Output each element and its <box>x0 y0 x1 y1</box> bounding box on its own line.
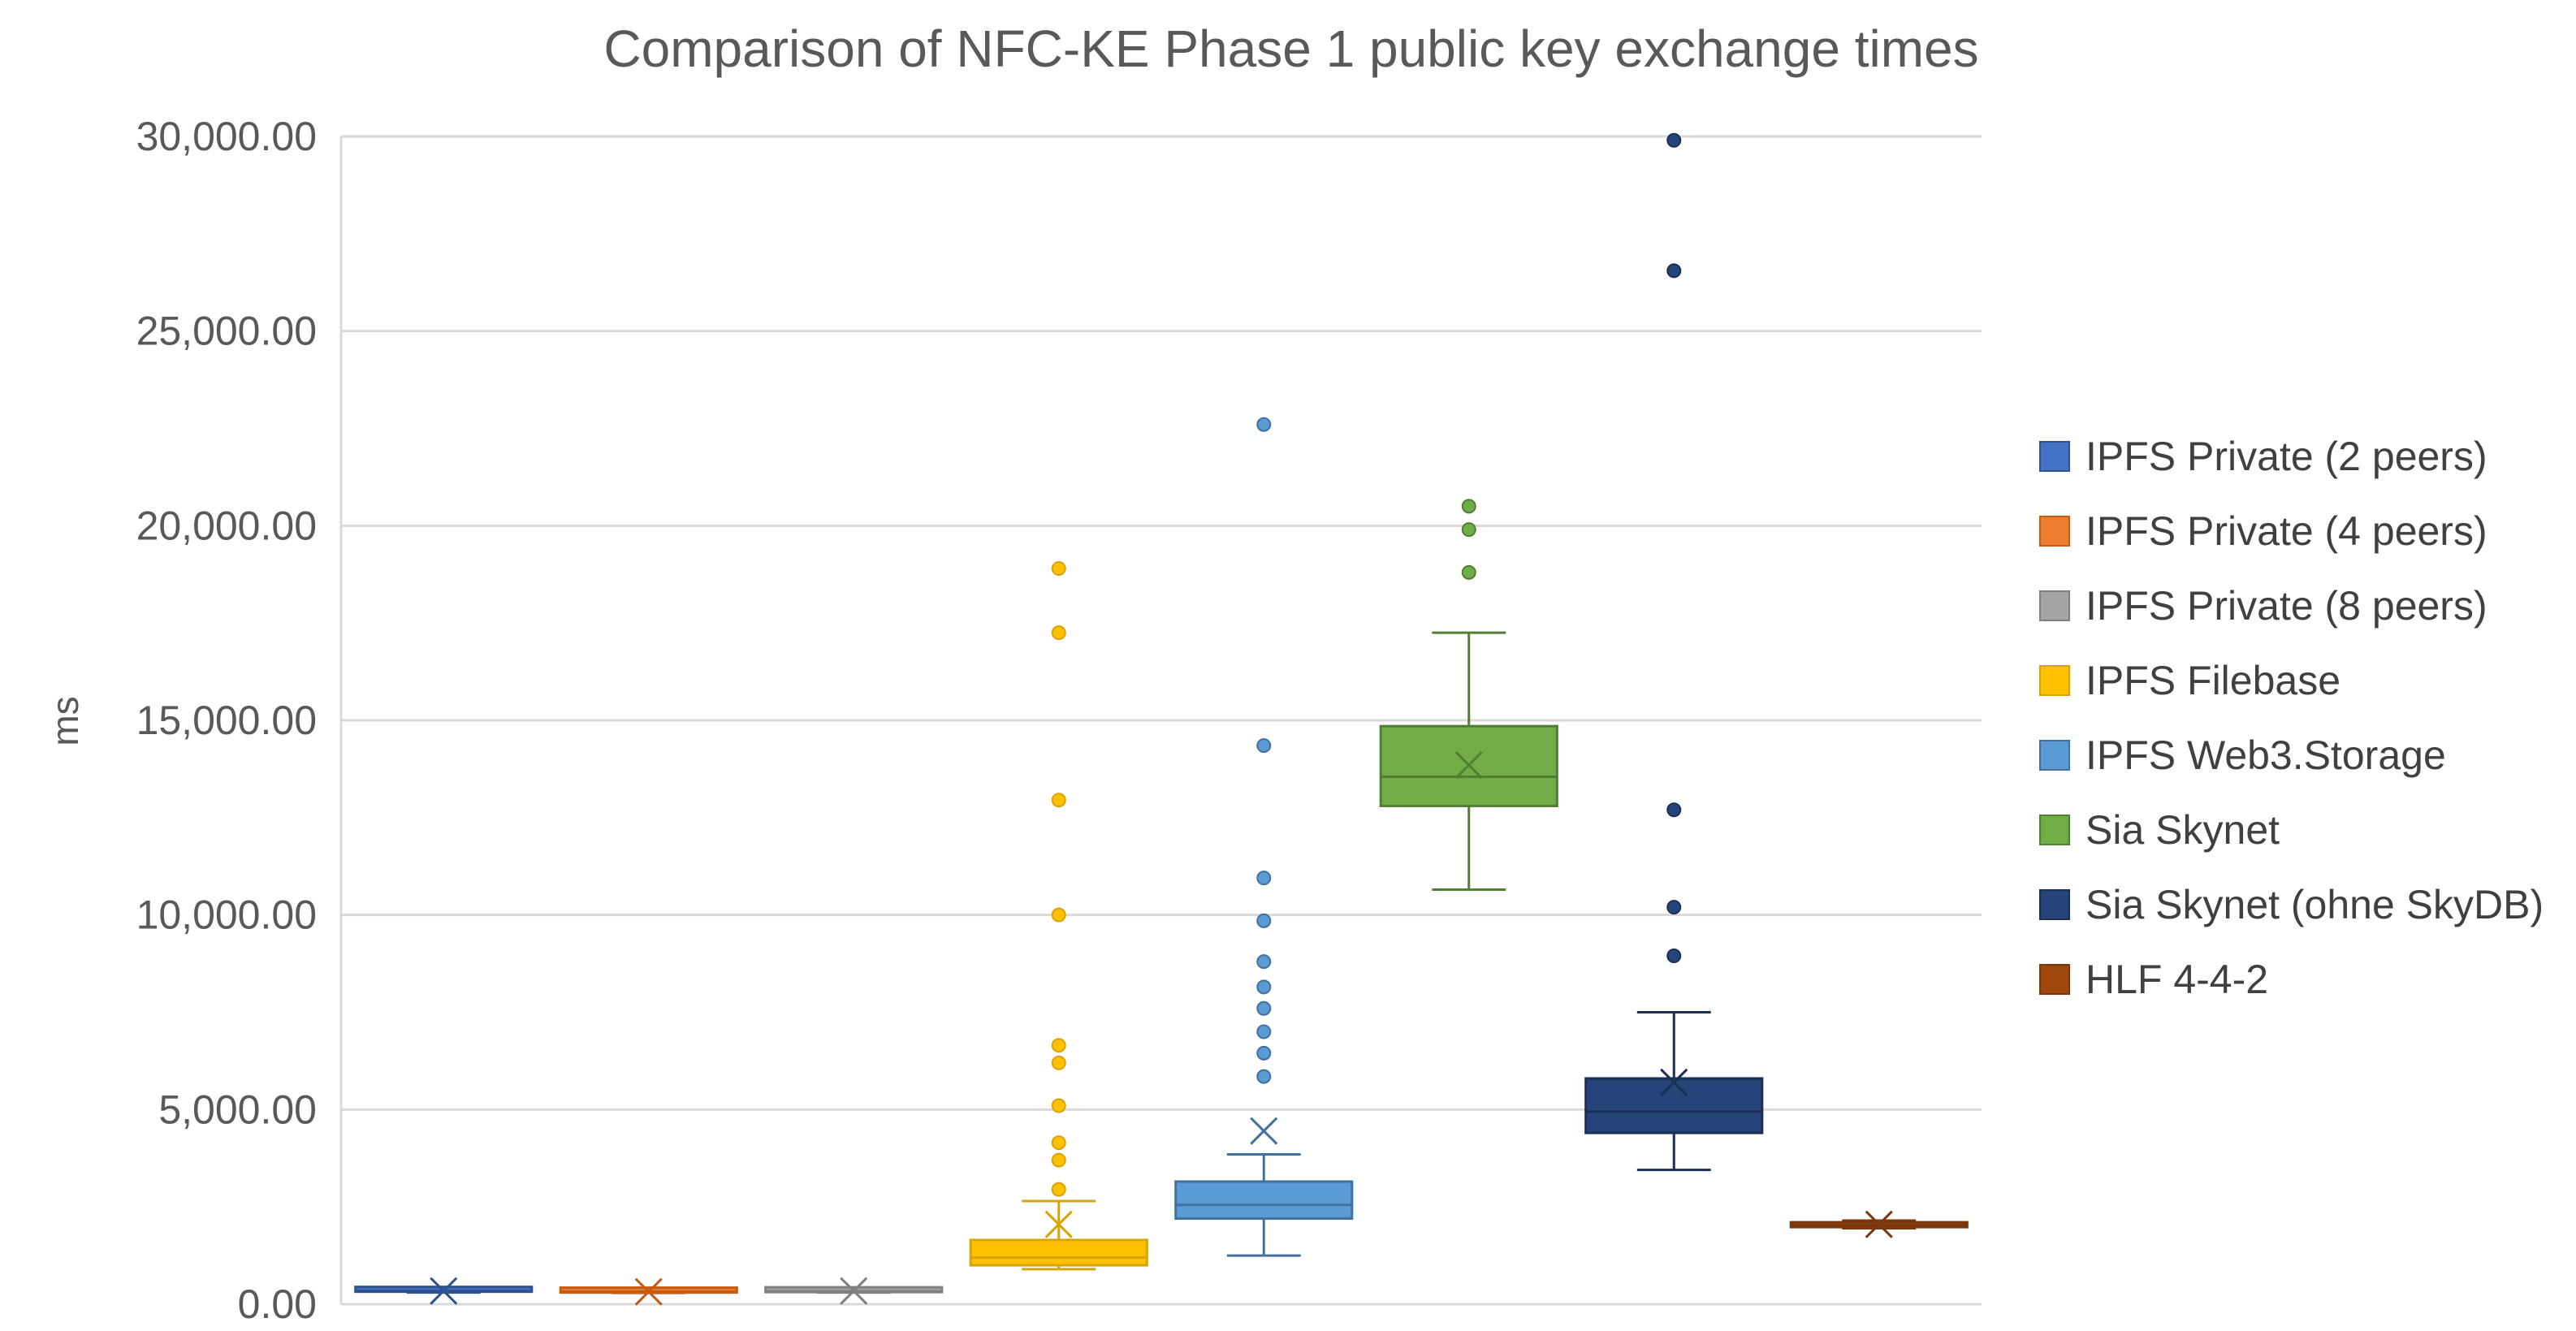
box <box>1584 1077 1764 1134</box>
box-plot-7 <box>1584 132 1764 1172</box>
mean-marker <box>634 1277 663 1306</box>
mean-marker <box>1865 1210 1893 1238</box>
box-plot-3 <box>764 1277 944 1305</box>
y-tick-label: 30,000.00 <box>136 114 317 159</box>
box-plot-2 <box>559 1277 738 1306</box>
mean-marker <box>1660 1068 1688 1096</box>
y-tick-label: 25,000.00 <box>136 309 317 354</box>
legend-swatch <box>2039 516 2070 547</box>
outlier-point <box>1051 1152 1066 1168</box>
chart-title: Comparison of NFC-KE Phase 1 public key … <box>603 19 1978 78</box>
outlier-point <box>1256 979 1272 995</box>
outlier-point <box>1256 417 1272 432</box>
legend-label: Sia Skynet <box>2085 807 2280 853</box>
outlier-point <box>1461 564 1476 580</box>
outlier-point <box>1051 625 1066 641</box>
outlier-point <box>1051 1098 1066 1113</box>
legend-item-7: Sia Skynet (ohne SkyDB) <box>2039 882 2544 927</box>
box <box>1174 1180 1354 1221</box>
outlier-point <box>1666 900 1682 915</box>
legend-label: IPFS Web3.Storage <box>2085 732 2446 778</box>
outlier-point <box>1051 907 1066 923</box>
legend-label: HLF 4-4-2 <box>2085 957 2268 1002</box>
y-tick-label: 20,000.00 <box>136 503 317 548</box>
outlier-point <box>1256 1069 1272 1084</box>
box-plot-5 <box>1174 417 1354 1257</box>
gridlines <box>339 135 1982 1306</box>
outlier-point <box>1256 1024 1272 1039</box>
outlier-point <box>1256 954 1272 970</box>
outlier-point <box>1666 802 1682 818</box>
y-tick-label: 10,000.00 <box>136 892 317 938</box>
box-plot-4 <box>969 561 1148 1271</box>
legend-swatch <box>2039 590 2070 621</box>
outlier-point <box>1051 1038 1066 1053</box>
box <box>969 1238 1148 1267</box>
outlier-point <box>1256 1000 1272 1016</box>
outlier-point <box>1051 793 1066 808</box>
outlier-point <box>1051 561 1066 577</box>
box-plot-6 <box>1379 499 1558 892</box>
legend-label: Sia Skynet (ohne SkyDB) <box>2085 882 2544 927</box>
legend-item-1: IPFS Private (2 peers) <box>2039 434 2487 479</box>
y-tick-label: 0.00 <box>238 1281 317 1327</box>
legend-label: IPFS Private (2 peers) <box>2085 434 2487 479</box>
outlier-point <box>1666 948 1682 963</box>
box-plot-1 <box>354 1277 534 1305</box>
outlier-point <box>1666 132 1682 148</box>
legend-swatch <box>2039 815 2070 845</box>
y-axis-title: ms <box>44 696 86 745</box>
outlier-point <box>1051 1055 1066 1070</box>
legend-swatch <box>2039 665 2070 696</box>
mean-marker <box>840 1277 868 1305</box>
legend-item-5: IPFS Web3.Storage <box>2039 732 2446 778</box>
box-plot-8 <box>1789 1210 1969 1238</box>
legend-item-3: IPFS Private (8 peers) <box>2039 583 2487 629</box>
legend-label: IPFS Filebase <box>2085 658 2340 703</box>
outlier-point <box>1256 738 1272 754</box>
y-tick-label: 5,000.00 <box>158 1087 317 1132</box>
mean-marker <box>430 1277 458 1305</box>
legend-label: IPFS Private (8 peers) <box>2085 583 2487 629</box>
outlier-point <box>1051 1135 1066 1151</box>
legend-item-8: HLF 4-4-2 <box>2039 957 2268 1002</box>
outlier-point <box>1461 499 1476 514</box>
outlier-point <box>1666 263 1682 279</box>
legend-swatch <box>2039 964 2070 995</box>
legend-item-2: IPFS Private (4 peers) <box>2039 508 2487 554</box>
mean-marker <box>1454 751 1483 780</box>
y-axis-tick-labels: 0.00 5,000.00 10,000.00 15,000.00 20,000.00 2… <box>136 114 317 1327</box>
legend-label: IPFS Private (4 peers) <box>2085 508 2487 554</box>
outlier-point <box>1051 1182 1066 1197</box>
box-plots <box>354 132 1969 1306</box>
legend: IPFS Private (2 peers) IPFS Private (4 pe… <box>2039 434 2544 1002</box>
legend-swatch <box>2039 740 2070 771</box>
legend-swatch <box>2039 889 2070 920</box>
legend-item-4: IPFS Filebase <box>2039 658 2340 703</box>
outlier-point <box>1256 871 1272 886</box>
legend-item-6: Sia Skynet <box>2039 807 2280 853</box>
mean-marker <box>1044 1210 1073 1238</box>
mean-marker <box>1250 1117 1278 1145</box>
outlier-point <box>1461 522 1476 538</box>
outlier-point <box>1256 1045 1272 1061</box>
y-tick-label: 15,000.00 <box>136 698 317 743</box>
outlier-point <box>1256 913 1272 928</box>
legend-swatch <box>2039 441 2070 472</box>
